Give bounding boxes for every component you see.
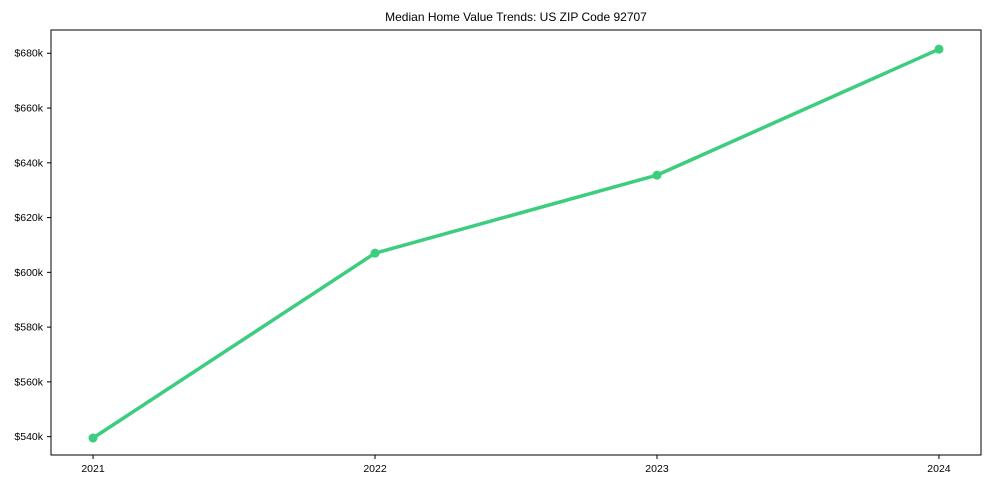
y-tick-label: $680k: [14, 48, 43, 60]
trend-line: [91, 47, 941, 440]
x-tick-label: 2021: [81, 463, 105, 475]
plot-border: [50, 29, 982, 456]
x-tick-label: 2023: [645, 463, 669, 475]
x-tick-label: 2024: [927, 463, 951, 475]
x-tick-label: 2022: [363, 463, 387, 475]
y-tick-label: $660k: [14, 103, 43, 115]
data-point: [370, 248, 380, 258]
y-tick-label: $600k: [14, 267, 43, 279]
y-tick-label: $560k: [14, 376, 43, 388]
y-tick-label: $620k: [14, 212, 43, 224]
data-point: [88, 433, 98, 443]
y-tick-label: $540k: [14, 431, 43, 443]
y-tick-label: $640k: [14, 157, 43, 169]
y-tick-label: $580k: [14, 322, 43, 334]
chart-title: Median Home Value Trends: US ZIP Code 92…: [385, 10, 647, 24]
data-point: [652, 170, 662, 180]
data-point: [934, 44, 944, 54]
